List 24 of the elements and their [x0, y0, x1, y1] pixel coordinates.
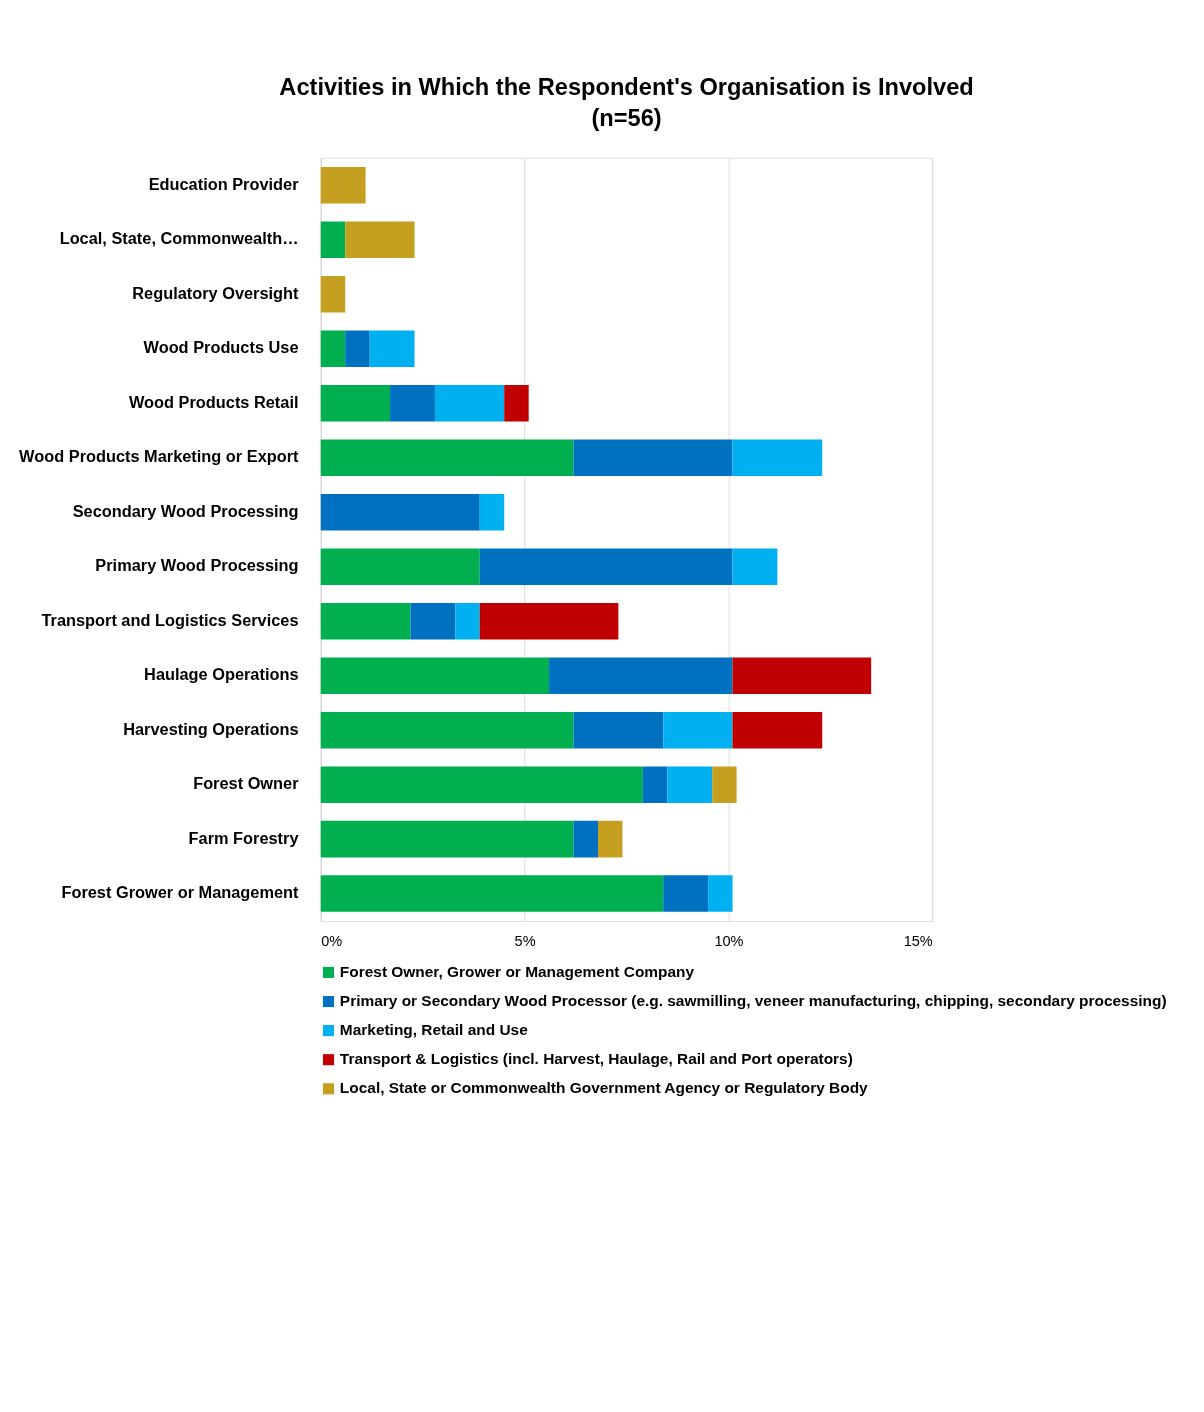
y-tick-label: Education Provider: [148, 174, 300, 193]
y-tick-label: Secondary Wood Processing: [72, 501, 299, 520]
legend-label: Marketing, Retail and Use: [339, 1021, 529, 1039]
legend-label: Transport & Logistics (incl. Harvest, Haulage, Rail and Port operators): [339, 1050, 853, 1068]
y-tick-label: Harvesting Operations: [123, 719, 299, 738]
y-tick-label: Wood Products Marketing or Export: [19, 447, 300, 466]
y-tick-label: Wood Products Use: [143, 338, 299, 357]
y-tick-label: Haulage Operations: [144, 665, 299, 684]
y-tick-label: Farm Forestry: [188, 828, 299, 847]
x-tick-label: 10%: [714, 933, 744, 950]
y-tick-label: Forest Owner: [193, 774, 300, 793]
legend-label: Forest Owner, Grower or Management Company: [339, 963, 695, 980]
x-tick-label: 0%: [321, 933, 343, 950]
y-tick-label: Local, State, Commonwealth…: [59, 229, 299, 248]
y-tick-label: Regulatory Oversight: [132, 283, 300, 302]
y-tick-label: Transport and Logistics Services: [41, 610, 299, 629]
y-tick-label: Wood Products Retail: [128, 392, 299, 411]
x-tick-label: 15%: [903, 933, 933, 950]
y-tick-label: Primary Wood Processing: [95, 556, 299, 575]
legend-label: Primary or Secondary Wood Processor (e.g. sawmilling, veneer manufacturing, chipping, secondary processing): [339, 992, 1167, 1010]
y-tick-label: Forest Grower or Management: [61, 883, 300, 902]
chart-title: Activities in Which the Respondent's Organisation is Involved (n=56): [279, 74, 974, 132]
legend-label: Local, State or Commonwealth Government Agency or Regulatory Body: [339, 1079, 869, 1097]
x-tick-label: 5%: [514, 933, 536, 950]
